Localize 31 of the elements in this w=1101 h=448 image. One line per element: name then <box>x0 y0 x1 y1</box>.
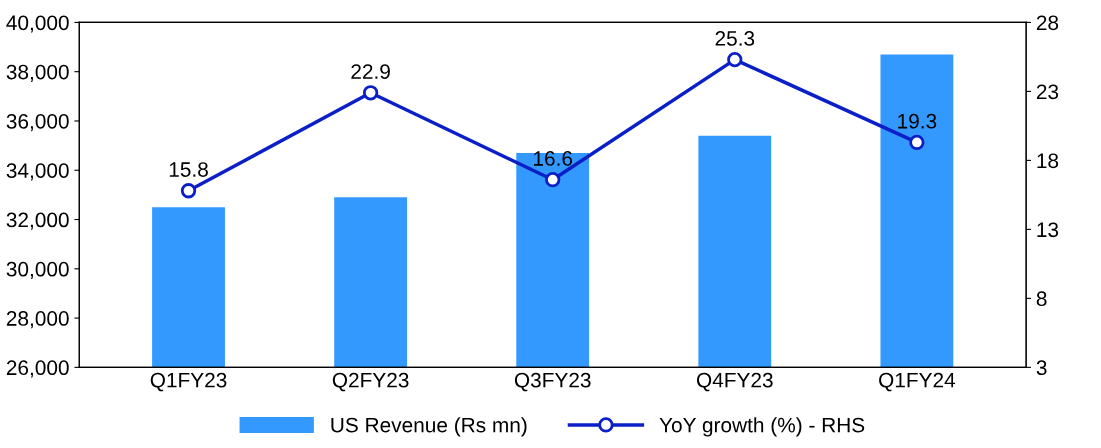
legend-label: YoY growth (%) - RHS <box>659 417 865 437</box>
x-tick-label: Q1FY24 <box>879 372 956 392</box>
x-tick-label: Q1FY23 <box>150 372 227 392</box>
data-label: 19.3 <box>898 113 937 129</box>
y-tick-label: 36,000 <box>6 113 69 132</box>
data-label: 25.3 <box>715 31 755 46</box>
y2-tick-label: 18 <box>1037 153 1059 169</box>
point <box>545 172 561 188</box>
x-tick-label: Q3FY23 <box>514 372 591 392</box>
x-tick-label: Q2FY23 <box>332 372 409 392</box>
y-tick-label: 30,000 <box>6 261 69 280</box>
y-tick-label: 26,000 <box>6 360 69 378</box>
point <box>909 134 925 151</box>
data-label: 15.8 <box>169 162 208 177</box>
y-tick-label: 40,000 <box>6 15 69 33</box>
y2-tick-label: 3 <box>1036 360 1047 376</box>
y-tick-label: 34,000 <box>6 163 69 181</box>
point <box>727 52 743 68</box>
y2-tick-label: 13 <box>1037 222 1059 238</box>
y2-tick-label: 8 <box>1036 291 1047 307</box>
data-label: 22.9 <box>351 64 390 79</box>
point <box>180 183 197 199</box>
y-tick-label: 28,000 <box>6 311 69 329</box>
data-label: 16.6 <box>534 151 573 166</box>
legend-label: US Revenue (Rs mn) <box>331 417 527 437</box>
y-tick-label: 32,000 <box>6 212 69 230</box>
y2-tick-label: 23 <box>1036 84 1059 100</box>
x-tick-label: Q4FY23 <box>696 372 773 392</box>
y-tick-label: 38,000 <box>6 64 69 82</box>
y2-tick-label: 28 <box>1036 15 1059 31</box>
point <box>362 85 379 101</box>
